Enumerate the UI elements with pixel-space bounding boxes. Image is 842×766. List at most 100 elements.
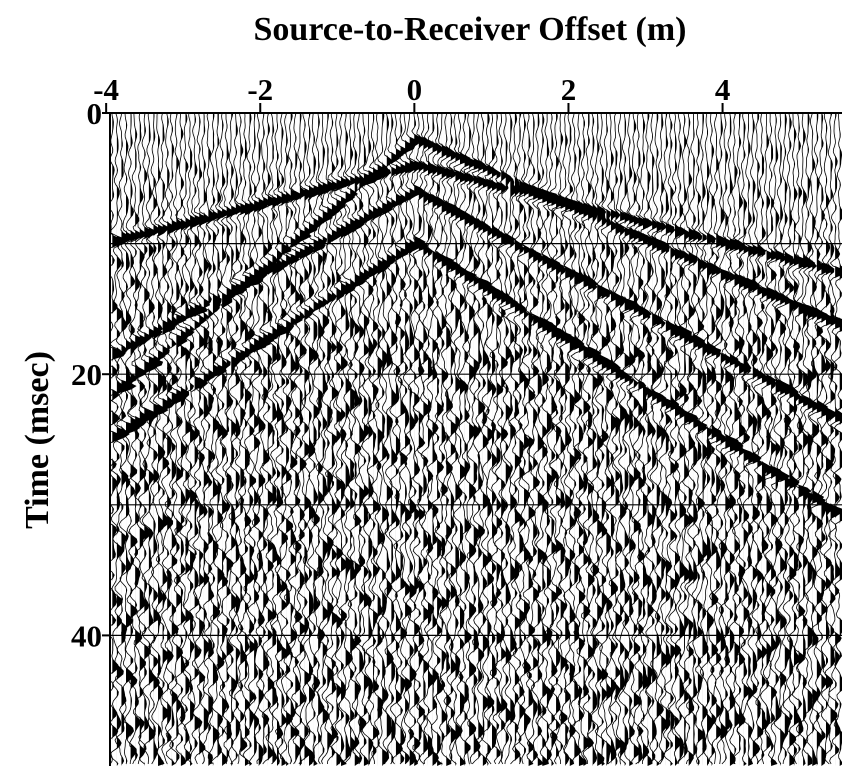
trace-fill [670, 113, 682, 766]
trace [671, 113, 692, 765]
trace [753, 113, 772, 765]
trace-fill [441, 113, 454, 766]
trace-fill [281, 113, 292, 766]
trace [699, 113, 718, 765]
x-tick-label: 4 [715, 72, 731, 107]
trace-fill [167, 113, 176, 766]
trace-fill [537, 113, 550, 766]
trace [426, 113, 442, 765]
trace [279, 113, 296, 765]
trace [576, 113, 596, 765]
trace [740, 113, 761, 765]
trace-fill [286, 113, 295, 766]
traces [110, 113, 842, 766]
trace [667, 113, 687, 765]
x-tick-label: -2 [247, 72, 273, 107]
trace-fill [139, 113, 149, 766]
trace-fill [354, 113, 366, 766]
trace-fill [556, 113, 570, 766]
trace [137, 113, 159, 765]
trace [416, 113, 432, 765]
trace-fill [158, 113, 167, 766]
trace [434, 113, 454, 765]
trace-fill [377, 113, 391, 766]
trace [365, 113, 387, 765]
trace-fill [405, 113, 415, 766]
trace [822, 113, 842, 765]
trace [292, 113, 312, 765]
trace-fill [615, 113, 626, 766]
trace-fill [684, 113, 697, 766]
trace [259, 113, 278, 765]
trace [247, 113, 268, 765]
trace [205, 113, 225, 765]
x-tick-label: -4 [93, 72, 119, 107]
trace [517, 113, 535, 765]
trace [567, 113, 586, 765]
trace [828, 113, 842, 765]
trace [762, 113, 783, 765]
trace-fill [363, 113, 378, 766]
trace [736, 113, 757, 765]
trace [782, 113, 800, 765]
trace-fill [588, 113, 601, 766]
trace [215, 113, 233, 765]
y-axis-title: Time (msec) [19, 351, 56, 529]
trace [476, 113, 492, 765]
trace [379, 113, 397, 765]
y-tick-label: 0 [87, 96, 103, 131]
trace [439, 113, 458, 765]
trace-fill [350, 113, 361, 766]
trace [621, 113, 640, 765]
trace [402, 113, 420, 765]
trace [680, 113, 700, 765]
trace-fill [222, 113, 232, 766]
trace [407, 113, 426, 765]
trace-fill [505, 113, 515, 766]
trace-fill [272, 113, 281, 766]
trace [384, 113, 401, 765]
trace [375, 113, 394, 765]
trace [832, 113, 842, 764]
trace [164, 113, 185, 765]
trace-fill [176, 113, 187, 766]
trace [562, 113, 585, 765]
trace [118, 113, 141, 765]
trace-fill [707, 113, 718, 766]
trace [159, 113, 177, 765]
trace-fill [592, 113, 600, 766]
trace-fill [771, 113, 782, 766]
trace [731, 113, 751, 765]
trace-fill [423, 113, 431, 766]
trace [770, 113, 793, 765]
trace [287, 113, 304, 765]
trace-fill [336, 113, 347, 766]
trace-fill [249, 113, 263, 766]
trace-fill [597, 113, 608, 766]
trace-fill [743, 113, 756, 766]
trace [599, 113, 615, 765]
trace-fill [601, 113, 614, 766]
trace [443, 113, 462, 765]
trace-fill [235, 113, 247, 766]
trace-fill [112, 113, 126, 766]
y-tick-label: 20 [71, 357, 102, 392]
trace [360, 113, 384, 765]
trace [727, 113, 746, 765]
trace-fill [121, 113, 136, 766]
trace [412, 113, 429, 765]
trace-fill [661, 113, 672, 766]
trace [234, 113, 263, 765]
y-tick-label: 40 [71, 618, 102, 653]
trace-fill [459, 113, 470, 766]
trace-fill [807, 113, 821, 766]
trace [505, 113, 524, 765]
trace [644, 113, 664, 765]
trace-fill [313, 113, 326, 766]
trace-fill [391, 113, 400, 766]
trace [512, 113, 530, 765]
trace [452, 113, 471, 765]
trace [525, 113, 549, 765]
trace [570, 113, 593, 765]
trace-fill [190, 113, 201, 766]
